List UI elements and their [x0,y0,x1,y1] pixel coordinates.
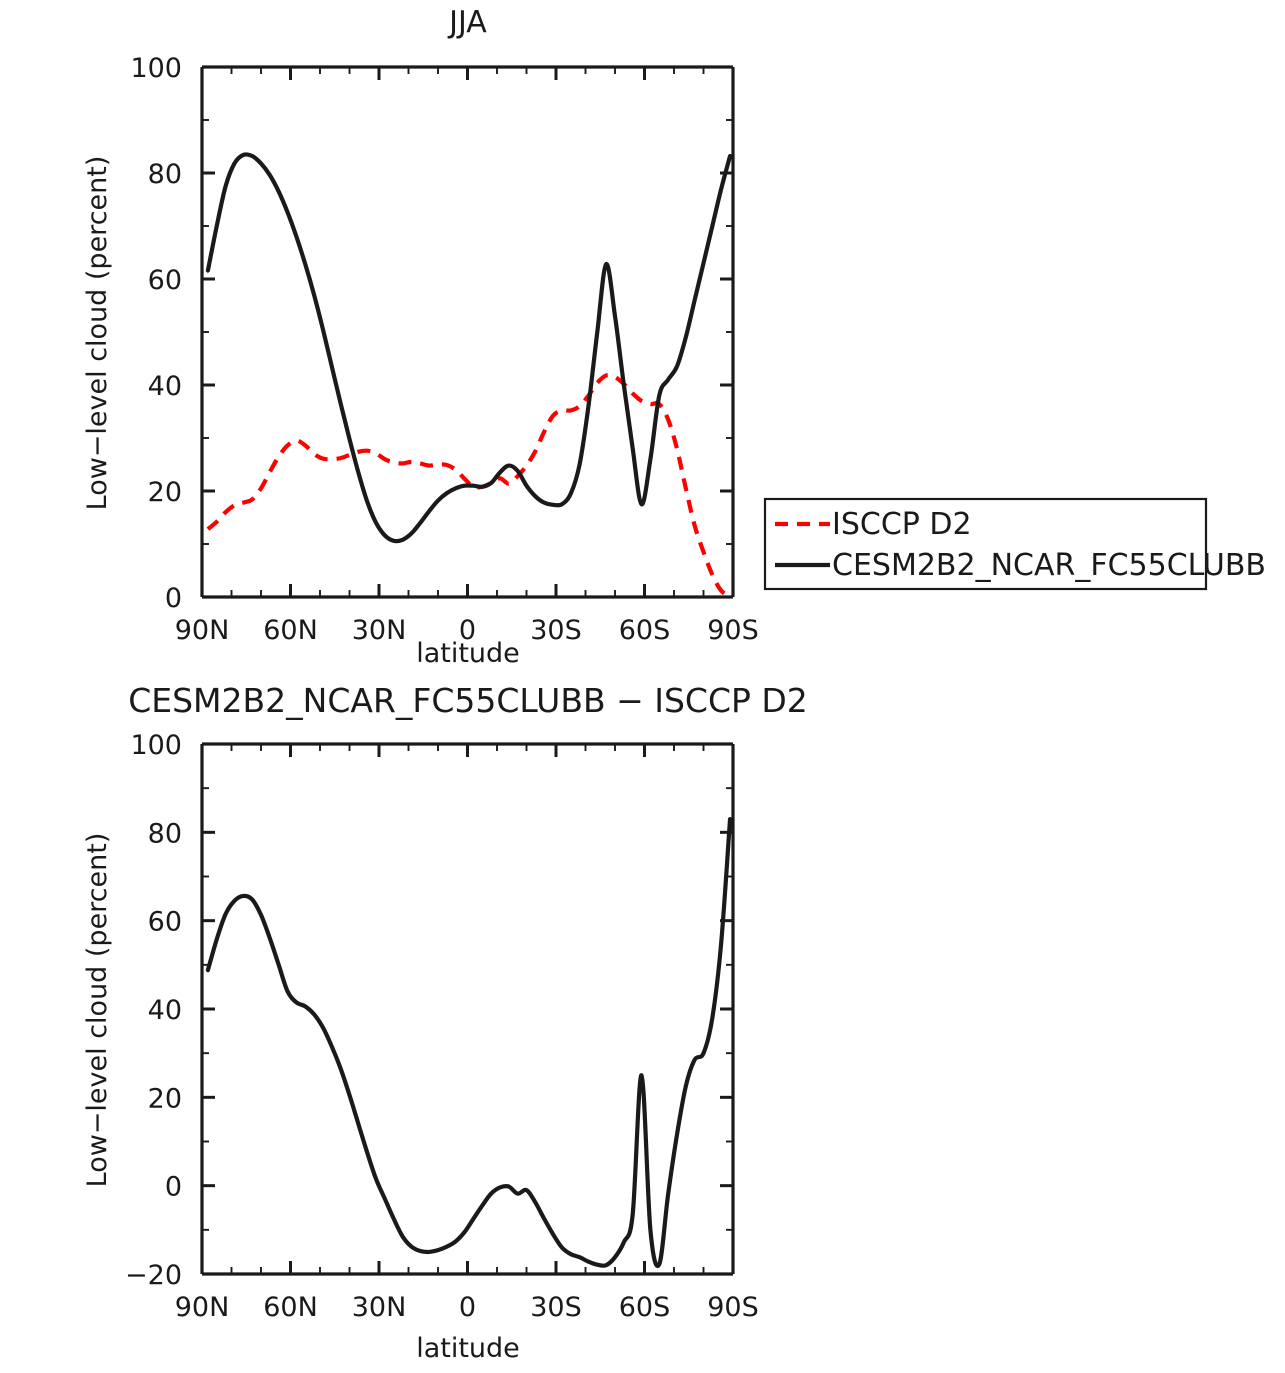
panel-top-plotarea [205,152,733,598]
panel-bottom-axes: 90N 60N 30N 0 30S 60S 90S −20 0 20 40 60 80 100 [125,730,759,1323]
y-tick-label: 80 [148,159,182,190]
legend-label-cesm2b2-ncar-fc55clubb[interactable]: CESM2B2_NCAR_FC55CLUBB [832,548,1266,583]
x-tick-label: 30N [352,615,407,646]
y-tick-label: 60 [148,907,182,938]
panel-top: JJA 90N 60N 30N 0 30S 60S 90S 0 20 40 60 80 100 lati… [82,5,759,669]
x-tick-label: 0 [459,1292,476,1323]
y-tick-label: 100 [130,730,182,761]
x-tick-label: 90S [707,615,759,646]
x-tick-label: 90S [707,1292,759,1323]
y-tick-label: 20 [148,477,182,508]
panel-top-axes: 90N 60N 30N 0 30S 60S 90S 0 20 40 60 80 100 [130,53,758,646]
series-line [206,373,732,598]
panel-bottom: CESM2B2_NCAR_FC55CLUBB − ISCCP D2 90N 60N… [82,681,808,1364]
x-tick-label: 90N [175,1292,230,1323]
y-tick-label: 80 [148,818,182,849]
x-tick-label: 30S [530,1292,582,1323]
y-tick-label: 0 [165,1172,182,1203]
x-tick-label: 0 [459,615,476,646]
y-tick-label: 40 [148,371,182,402]
series-line [205,816,733,1268]
y-tick-label: 0 [165,583,182,614]
panel-top-yaxis-label: Low−level cloud (percent) [82,156,113,511]
x-tick-label: 60S [619,615,671,646]
y-tick-label: 100 [130,53,182,84]
panel-bottom-plotarea [205,816,733,1268]
x-tick-label: 60N [263,1292,318,1323]
panel-bottom-yaxis-label: Low−level cloud (percent) [82,833,113,1188]
panel-top-title: JJA [447,5,487,40]
x-tick-label: 30N [352,1292,407,1323]
x-tick-label: 60N [263,615,318,646]
y-tick-label: 20 [148,1083,182,1114]
y-tick-label: 40 [148,995,182,1026]
legend-box [763,497,1208,591]
x-tick-label: 60S [619,1292,671,1323]
x-tick-label: 30S [530,615,582,646]
panel-bottom-title: CESM2B2_NCAR_FC55CLUBB − ISCCP D2 [128,681,808,720]
legend-label-isccp-d2[interactable]: ISCCP D2 [832,507,972,542]
panel-top-xaxis-label: latitude [416,638,520,669]
x-tick-label: 90N [175,615,230,646]
legend: ISCCP D2 CESM2B2_NCAR_FC55CLUBB [763,497,1266,591]
y-tick-label: −20 [125,1260,182,1291]
series-line [205,152,733,544]
panel-bottom-xaxis-label: latitude [416,1333,520,1364]
y-tick-label: 60 [148,265,182,296]
